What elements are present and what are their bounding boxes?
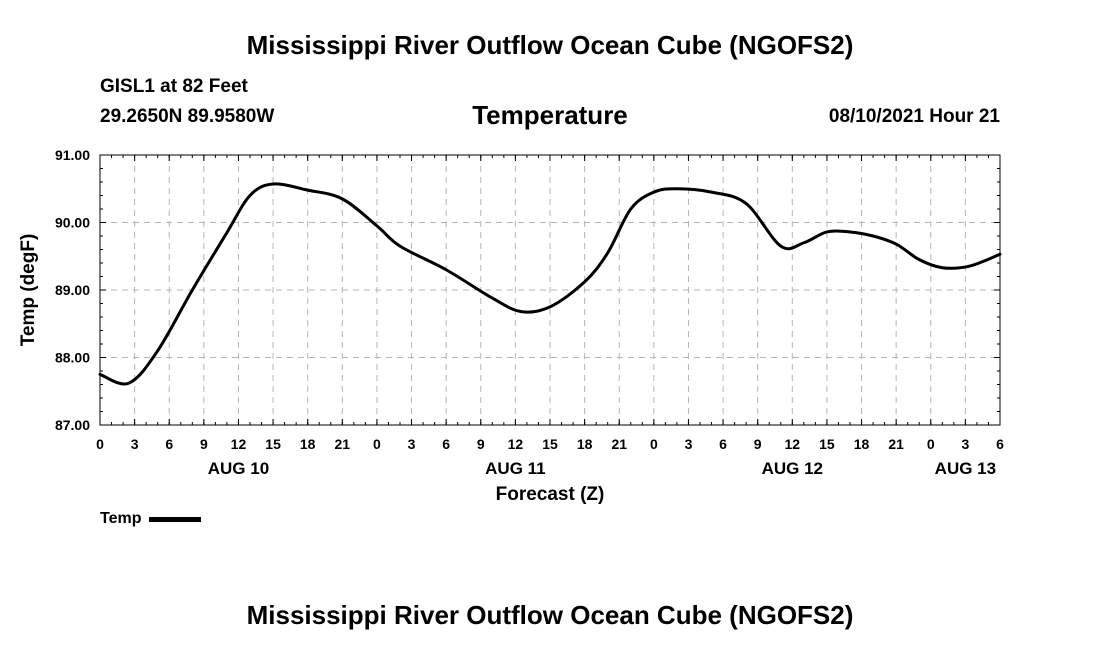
series-line-temp bbox=[98, 182, 1002, 386]
x-tick-label: 3 bbox=[131, 436, 139, 452]
x-tick-label: 21 bbox=[335, 436, 351, 452]
x-tick-label: 15 bbox=[819, 436, 835, 452]
x-tick-label: 15 bbox=[265, 436, 281, 452]
x-tick-label: 6 bbox=[442, 436, 450, 452]
x-tick-label: 12 bbox=[231, 436, 247, 452]
x-tick-label: 9 bbox=[477, 436, 485, 452]
x-tick-label: 9 bbox=[754, 436, 762, 452]
y-tick-label: 87.00 bbox=[55, 417, 90, 433]
chart-title: Mississippi River Outflow Ocean Cube (NG… bbox=[246, 30, 854, 60]
x-axis-title: Forecast (Z) bbox=[496, 484, 605, 505]
x-tick-label: 3 bbox=[685, 436, 693, 452]
x-tick-label: 0 bbox=[373, 436, 381, 452]
date-label: AUG 12 bbox=[762, 459, 823, 478]
date-label: AUG 10 bbox=[208, 459, 269, 478]
x-tick-label: 6 bbox=[165, 436, 173, 452]
x-tick-label: 0 bbox=[927, 436, 935, 452]
x-tick-label: 6 bbox=[719, 436, 727, 452]
x-tick-label: 0 bbox=[650, 436, 658, 452]
x-tick-label: 3 bbox=[961, 436, 969, 452]
x-tick-label: 12 bbox=[508, 436, 524, 452]
x-tick-label: 9 bbox=[200, 436, 208, 452]
x-tick-label: 0 bbox=[96, 436, 104, 452]
y-tick-label: 91.00 bbox=[55, 147, 90, 163]
y-axis-title: Temp (degF) bbox=[18, 234, 39, 347]
date-label: AUG 13 bbox=[935, 459, 996, 478]
date-label: AUG 11 bbox=[485, 459, 545, 478]
coordinates-label: 29.2650N 89.9580W bbox=[100, 106, 275, 127]
legend-label: Temp bbox=[100, 510, 142, 527]
y-tick-label: 89.00 bbox=[55, 282, 90, 298]
legend-swatch bbox=[149, 516, 202, 522]
x-tick-label: 18 bbox=[300, 436, 316, 452]
x-tick-label: 12 bbox=[785, 436, 801, 452]
x-tick-label: 18 bbox=[854, 436, 870, 452]
x-tick-label: 15 bbox=[542, 436, 558, 452]
station-label: GISL1 at 82 Feet bbox=[100, 76, 248, 97]
y-tick-label: 88.00 bbox=[55, 350, 90, 366]
footer-title: Mississippi River Outflow Ocean Cube (NG… bbox=[246, 600, 854, 630]
x-tick-label: 21 bbox=[888, 436, 904, 452]
variable-title: Temperature bbox=[472, 100, 628, 130]
datetime-label: 08/10/2021 Hour 21 bbox=[828, 106, 1000, 127]
x-tick-label: 3 bbox=[408, 436, 416, 452]
x-tick-label: 18 bbox=[577, 436, 593, 452]
y-tick-label: 90.00 bbox=[55, 215, 90, 231]
x-tick-label: 21 bbox=[611, 436, 627, 452]
x-tick-label: 6 bbox=[996, 436, 1004, 452]
legend: Temp bbox=[100, 510, 202, 528]
